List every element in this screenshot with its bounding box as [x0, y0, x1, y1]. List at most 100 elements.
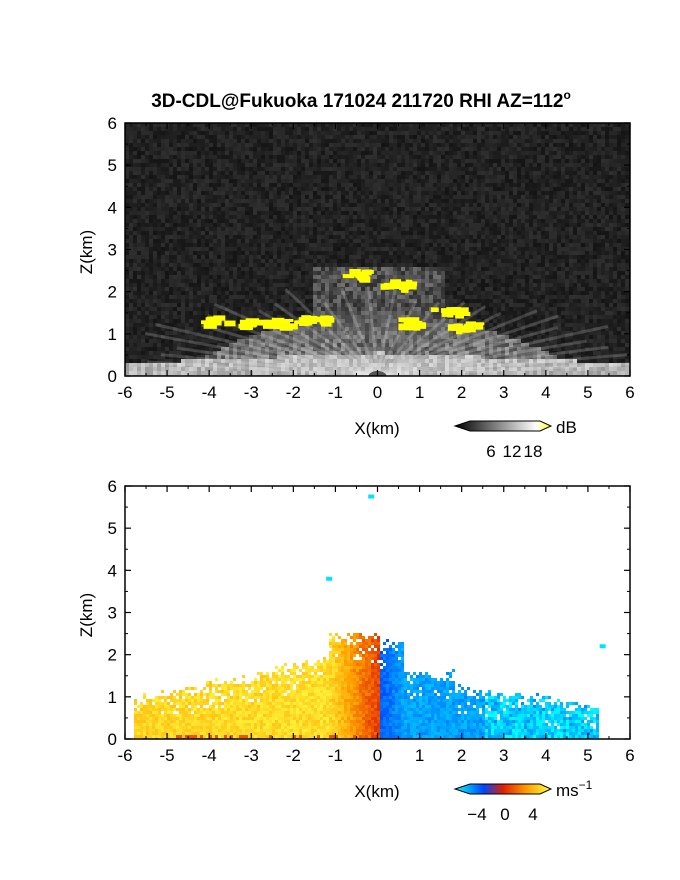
backscatter-cell — [413, 139, 417, 143]
backscatter-cell — [477, 183, 481, 187]
backscatter-cell — [285, 147, 289, 151]
backscatter-cell — [433, 255, 437, 259]
backscatter-cell — [361, 195, 365, 199]
backscatter-cell — [585, 123, 589, 127]
backscatter-cell — [393, 159, 397, 163]
backscatter-cell — [517, 251, 521, 255]
backscatter-cell — [149, 267, 153, 271]
backscatter-cell — [557, 151, 561, 155]
backscatter-cell — [597, 219, 601, 223]
backscatter-cell — [161, 155, 165, 159]
backscatter-cell — [521, 175, 525, 179]
backscatter-cell — [153, 151, 157, 155]
backscatter-cell — [257, 251, 261, 255]
backscatter-cell — [605, 203, 609, 207]
backscatter-cell — [541, 227, 545, 231]
backscatter-cell — [565, 215, 569, 219]
backscatter-cell — [285, 215, 289, 219]
backscatter-cell — [237, 127, 241, 131]
backscatter-cell — [433, 183, 437, 187]
backscatter-cell — [349, 255, 353, 259]
backscatter-cell — [597, 255, 601, 259]
backscatter-cell — [181, 131, 185, 135]
backscatter-cell — [405, 171, 409, 175]
backscatter-cell — [357, 223, 361, 227]
backscatter-cell — [545, 267, 549, 271]
backscatter-cell — [357, 135, 361, 139]
backscatter-cell — [365, 131, 369, 135]
backscatter-cell — [125, 171, 129, 175]
backscatter-cell — [445, 179, 449, 183]
backscatter-cell — [241, 203, 245, 207]
backscatter-cell — [137, 267, 141, 271]
backscatter-cell — [425, 219, 429, 223]
backscatter-cell — [433, 143, 437, 147]
backscatter-cell — [305, 151, 309, 155]
backscatter-cell — [197, 203, 201, 207]
backscatter-cell — [517, 155, 521, 159]
backscatter-cell — [153, 147, 157, 151]
backscatter-cell — [489, 175, 493, 179]
backscatter-cell — [605, 159, 609, 163]
backscatter-cell — [397, 159, 401, 163]
backscatter-cell — [469, 139, 473, 143]
backscatter-cell — [389, 199, 393, 203]
backscatter-cell — [609, 135, 613, 139]
backscatter-cell — [585, 171, 589, 175]
backscatter-cell — [485, 231, 489, 235]
backscatter-cell — [593, 175, 597, 179]
backscatter-cell — [569, 131, 573, 135]
backscatter-cell — [201, 135, 205, 139]
backscatter-cell — [541, 251, 545, 255]
backscatter-cell — [529, 143, 533, 147]
backscatter-cell — [241, 219, 245, 223]
backscatter-cell — [261, 271, 265, 275]
backscatter-cell — [549, 255, 553, 259]
backscatter-cell — [361, 259, 365, 263]
backscatter-cell — [145, 207, 149, 211]
backscatter-cell — [461, 179, 465, 183]
backscatter-cell — [237, 159, 241, 163]
backscatter-cell — [421, 227, 425, 231]
backscatter-cell — [249, 211, 253, 215]
backscatter-cell — [477, 139, 481, 143]
backscatter-cell — [301, 147, 305, 151]
backscatter-cell — [377, 215, 381, 219]
backscatter-cell — [361, 147, 365, 151]
backscatter-cell — [557, 191, 561, 195]
backscatter-cell — [141, 231, 145, 235]
backscatter-cell — [141, 159, 145, 163]
backscatter-cell — [569, 259, 573, 263]
backscatter-cell — [469, 223, 473, 227]
backscatter-cell — [293, 215, 297, 219]
backscatter-cell — [625, 171, 629, 175]
backscatter-cell — [381, 195, 385, 199]
backscatter-cell — [509, 179, 513, 183]
backscatter-cell — [209, 139, 213, 143]
backscatter-cell — [357, 227, 361, 231]
backscatter-cell — [613, 135, 617, 139]
backscatter-cell — [373, 215, 377, 219]
backscatter-cell — [125, 279, 129, 283]
backscatter-cell — [585, 139, 589, 143]
backscatter-cell — [397, 175, 401, 179]
backscatter-cell — [573, 223, 577, 227]
backscatter-cell — [337, 159, 341, 163]
backscatter-cell — [525, 243, 529, 247]
backscatter-cell — [133, 239, 137, 243]
backscatter-cell — [329, 275, 333, 279]
backscatter-cell — [537, 219, 541, 223]
backscatter-cell — [221, 235, 225, 239]
backscatter-cell — [277, 271, 281, 275]
backscatter-cell — [421, 143, 425, 147]
backscatter-cell — [481, 223, 485, 227]
backscatter-cell — [565, 151, 569, 155]
backscatter-cell — [605, 207, 609, 211]
backscatter-cell — [181, 199, 185, 203]
backscatter-cell — [477, 247, 481, 251]
backscatter-cell — [469, 227, 473, 231]
backscatter-cell — [585, 147, 589, 151]
backscatter-cell — [361, 127, 365, 131]
backscatter-cell — [209, 251, 213, 255]
backscatter-cell — [245, 171, 249, 175]
